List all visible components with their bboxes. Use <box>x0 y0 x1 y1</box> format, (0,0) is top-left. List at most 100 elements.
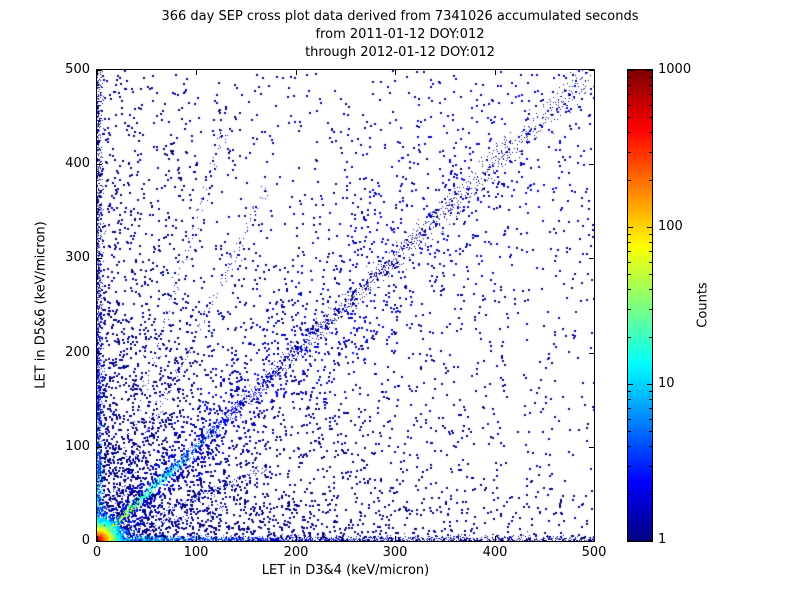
colorbar-minor-tick <box>628 399 631 400</box>
y-tick <box>97 70 102 71</box>
colorbar-label: Counts <box>695 282 711 328</box>
y-tick-label: 100 <box>65 439 90 454</box>
plot-title-line3: through 2012-01-12 DOY:012 <box>305 45 495 60</box>
colorbar-minor-tick <box>649 408 652 409</box>
x-tick <box>97 536 98 541</box>
colorbar-minor-tick <box>628 431 631 432</box>
y-tick-label: 400 <box>65 156 90 171</box>
y-axis-label: LET in D5&6 (keV/micron) <box>33 221 49 389</box>
y-tick-right <box>589 447 594 448</box>
colorbar-minor-tick <box>649 94 652 95</box>
plot-title-line2: from 2011-01-12 DOY:012 <box>315 27 485 42</box>
colorbar-minor-tick <box>649 446 652 447</box>
colorbar-minor-tick <box>628 309 631 310</box>
y-tick <box>97 541 102 542</box>
colorbar-minor-tick <box>628 337 631 338</box>
colorbar-minor-tick <box>649 419 652 420</box>
colorbar-minor-tick <box>649 399 652 400</box>
colorbar-minor-tick <box>628 152 631 153</box>
y-tick-right <box>589 258 594 259</box>
x-tick-top <box>196 70 197 75</box>
colorbar-minor-tick <box>649 105 652 106</box>
y-tick <box>97 258 102 259</box>
x-tick <box>594 536 595 541</box>
y-tick-label: 0 <box>81 533 90 548</box>
colorbar-minor-tick <box>649 152 652 153</box>
colorbar-tick-label: 10 <box>658 376 675 391</box>
x-tick <box>395 536 396 541</box>
x-tick <box>196 536 197 541</box>
colorbar-minor-tick <box>649 494 652 495</box>
colorbar-minor-tick <box>649 180 652 181</box>
colorbar-tick <box>628 540 633 541</box>
y-tick-right <box>589 70 594 71</box>
colorbar-minor-tick <box>628 274 631 275</box>
y-tick-label: 200 <box>65 345 90 360</box>
colorbar-minor-tick <box>628 85 631 86</box>
colorbar-minor-tick <box>628 180 631 181</box>
colorbar-minor-tick <box>628 132 631 133</box>
colorbar-minor-tick <box>628 105 631 106</box>
y-tick <box>97 353 102 354</box>
colorbar-minor-tick <box>649 262 652 263</box>
x-tick-top <box>395 70 396 75</box>
scatter-canvas <box>97 70 594 541</box>
colorbar-tick-label: 100 <box>658 219 683 234</box>
x-tick-label: 200 <box>283 545 309 560</box>
colorbar-tick <box>628 227 633 228</box>
colorbar-minor-tick <box>649 234 652 235</box>
x-tick <box>296 536 297 541</box>
colorbar-tick-label: 1 <box>658 532 667 547</box>
colorbar-minor-tick <box>628 77 631 78</box>
x-tick-label: 300 <box>382 545 408 560</box>
y-tick-label: 300 <box>65 250 90 265</box>
colorbar-minor-tick <box>649 289 652 290</box>
colorbar-minor-tick <box>628 234 631 235</box>
colorbar-tick-label: 1000 <box>658 62 692 77</box>
colorbar-tick <box>647 540 652 541</box>
colorbar-minor-tick <box>649 391 652 392</box>
x-tick-label: 100 <box>183 545 209 560</box>
y-tick <box>97 164 102 165</box>
colorbar-minor-tick <box>649 77 652 78</box>
colorbar-minor-tick <box>649 132 652 133</box>
plot-title-line1: 366 day SEP cross plot data derived from… <box>161 9 639 24</box>
colorbar-minor-tick <box>628 242 631 243</box>
y-tick-right <box>589 541 594 542</box>
colorbar-minor-tick <box>628 408 631 409</box>
colorbar-minor-tick <box>628 466 631 467</box>
colorbar-minor-tick <box>649 242 652 243</box>
colorbar <box>627 69 653 542</box>
x-tick-top <box>594 70 595 75</box>
colorbar-tick <box>647 70 652 71</box>
x-axis-label: LET in D3&4 (keV/micron) <box>261 563 430 578</box>
x-tick-label: 0 <box>92 545 102 560</box>
x-tick <box>495 536 496 541</box>
colorbar-minor-tick <box>649 337 652 338</box>
y-tick-right <box>589 164 594 165</box>
x-tick-label: 400 <box>482 545 508 560</box>
colorbar-tick <box>647 227 652 228</box>
colorbar-minor-tick <box>628 251 631 252</box>
y-tick <box>97 447 102 448</box>
colorbar-minor-tick <box>649 117 652 118</box>
x-tick-label: 500 <box>581 545 607 560</box>
colorbar-minor-tick <box>649 85 652 86</box>
colorbar-tick <box>628 384 633 385</box>
plot-area <box>96 69 595 542</box>
colorbar-minor-tick <box>628 289 631 290</box>
y-tick-label: 500 <box>65 62 90 77</box>
colorbar-minor-tick <box>649 251 652 252</box>
colorbar-minor-tick <box>628 117 631 118</box>
colorbar-tick <box>647 384 652 385</box>
colorbar-minor-tick <box>649 274 652 275</box>
colorbar-gradient <box>628 70 652 541</box>
colorbar-minor-tick <box>649 309 652 310</box>
colorbar-minor-tick <box>628 94 631 95</box>
colorbar-minor-tick <box>649 431 652 432</box>
x-tick-top <box>495 70 496 75</box>
colorbar-minor-tick <box>628 446 631 447</box>
x-tick-top <box>97 70 98 75</box>
colorbar-minor-tick <box>628 391 631 392</box>
